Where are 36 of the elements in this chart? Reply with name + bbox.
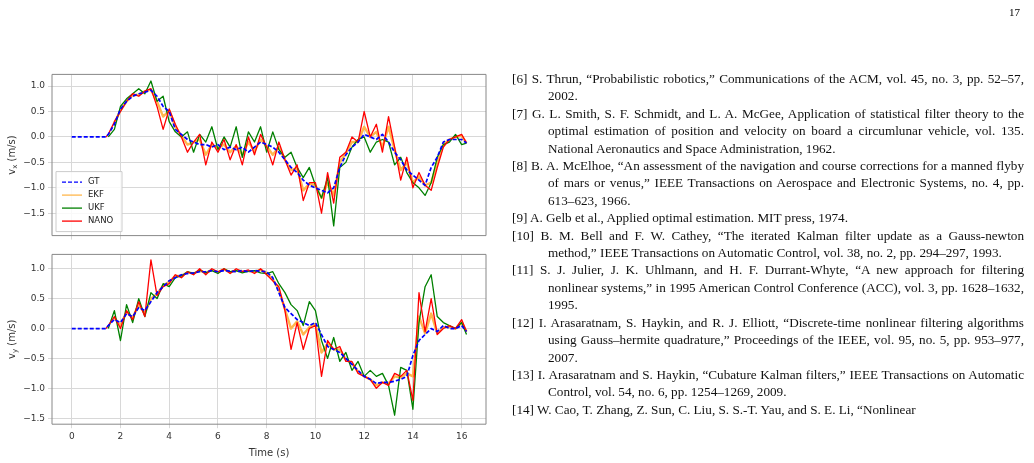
text: [14] W. Cao, T. Zhang, Z. Sun, C. Liu, S. S.-T. Yau, and S. E. Li, “Nonlinear (512, 400, 917, 419)
text: [6] S. Thrun, “Probabilistic robotics,” Communications of the ACM, vol. 45, no. 3, pp. 52–57, 2002. (512, 70, 1024, 105)
y-tick-label: −0.5 (23, 352, 45, 363)
y-tick-label: −1.0 (23, 182, 46, 193)
y-tick-label: −1.5 (23, 412, 45, 423)
x-tick-label: 4 (166, 430, 173, 441)
legend-label: EKF (88, 189, 104, 200)
x-tick-label: 16 (455, 430, 468, 441)
text: [8] B. A. McElhoe, “An assessment of the navigation and course corrections for a manned flyby of mars or venus,” IEEE Transactions on Aerospace and Electronic Systems, no. 4, pp. 613–623, 1966. (512, 157, 1024, 210)
text: [13] I. Arasaratnam and S. Haykin, “Cubature Kalman filters,” IEEE Transactions on Automatic Control, vol. 54, no. 6, pp. 1254–1269, 2009. (512, 365, 1024, 401)
y-tick-label: 0.0 (30, 131, 46, 142)
y-tick-label: −1.5 (23, 207, 45, 218)
y-tick-label: −1.0 (23, 382, 46, 393)
text: [10] B. M. Bell and F. W. Cathey, “The iterated Kalman filter update as a Gauss-newton method,” IEEE Transactions on Automatic Control, vol. 38, no. 2, pp. 294–297, 1993. (512, 226, 1024, 262)
text: [9] A. Gelb et al., Applied optimal estimation. MIT press, 1974. (512, 209, 849, 227)
y-tick-label: 0.5 (30, 292, 45, 303)
x-tick-label: 0 (68, 430, 75, 441)
x-tick-label: 6 (215, 430, 222, 441)
x-axis-title: Time (s) (247, 446, 290, 458)
x-tick-label: 12 (358, 430, 370, 441)
x-tick-label: 8 (263, 430, 270, 441)
y-tick-label: 0.0 (30, 322, 46, 333)
text: [7] G. L. Smith, S. F. Schmidt, and L. A. McGee, Application of statistical filter theory to the optimal estimation of position and velocity on board a circumlunar vehicle, vol. 135. National Aeronautics and Space Administration, 1962. (512, 104, 1024, 158)
text: [11] S. J. Julier, J. K. Uhlmann, and H. F. Durrant-Whyte, “A new approach for filtering nonlinear systems,” in 1995 American Control Conference (ACC), vol. 3, pp. 1628–1632, 1995. (512, 261, 1024, 314)
x-tick-label: 2 (117, 430, 124, 441)
text: [12] I. Arasaratnam, S. Haykin, and R. J. Elliott, “Discrete-time nonlinear filtering algorithms using Gauss–hermite quadrature,” Proceedings of the IEEE, vol. 95, no. 5, pp. 953–977, 2007. (512, 313, 1024, 366)
x-tick-label: 10 (309, 430, 322, 441)
y-tick-label: 1.0 (30, 263, 46, 274)
text: 17 (1009, 6, 1020, 18)
legend-label: NANO (88, 215, 114, 226)
x-tick-label: 14 (407, 430, 419, 441)
y-tick-label: 0.5 (30, 105, 45, 116)
y-tick-label: 1.0 (30, 80, 46, 91)
legend-label: GT (88, 176, 101, 187)
legend-label: UKF (88, 202, 105, 213)
y-tick-label: −0.5 (23, 156, 45, 167)
